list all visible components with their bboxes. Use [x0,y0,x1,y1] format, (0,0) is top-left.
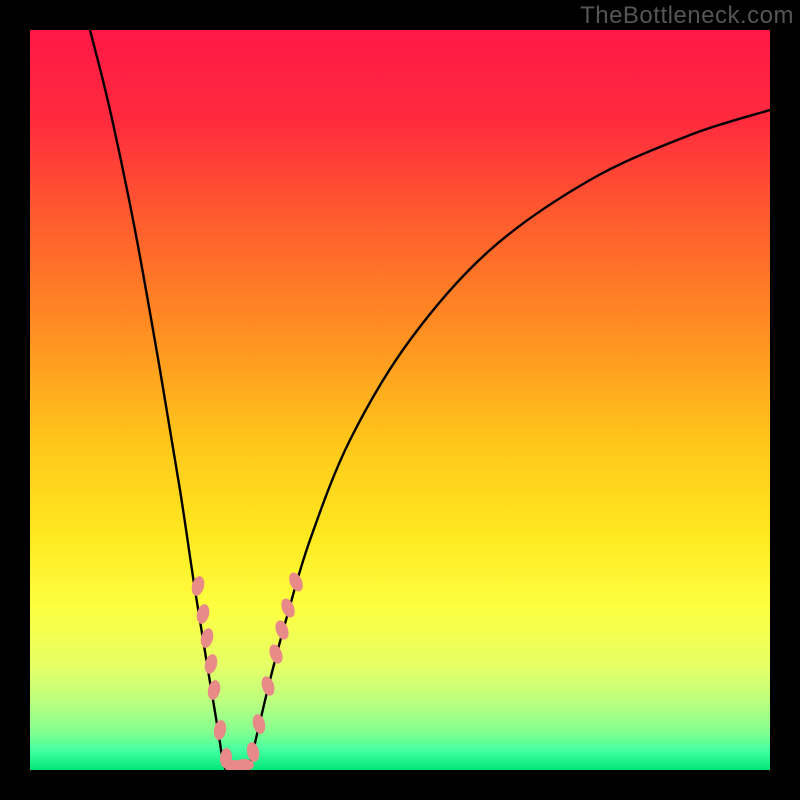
data-marker [251,713,267,735]
data-marker [267,643,285,666]
data-markers [190,570,306,770]
data-marker [259,675,277,698]
watermark-text: TheBottleneck.com [580,2,794,30]
bottleneck-v-curve [90,30,770,770]
data-marker [273,619,291,642]
data-marker [279,596,298,619]
plot-area [30,30,770,770]
curve-layer [30,30,770,770]
data-marker [206,679,222,701]
figure-root: TheBottleneck.com [0,0,800,800]
data-marker [286,570,305,593]
data-marker [212,719,227,741]
